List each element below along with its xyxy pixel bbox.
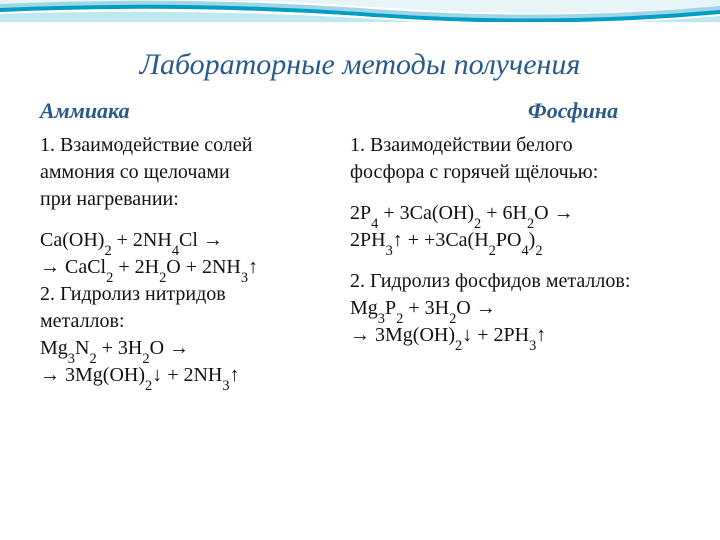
left-column-header: Аммиака	[40, 98, 130, 124]
right-column-header: Фосфина	[528, 98, 618, 124]
left-column-body: 1. Взаимодействие солейаммония со щелоча…	[40, 132, 340, 389]
slide-title: Лабораторные методы получения	[0, 48, 720, 82]
right-column-body: 1. Взаимодействии белогофосфора с горяче…	[350, 132, 690, 349]
top-ribbon	[0, 0, 720, 22]
